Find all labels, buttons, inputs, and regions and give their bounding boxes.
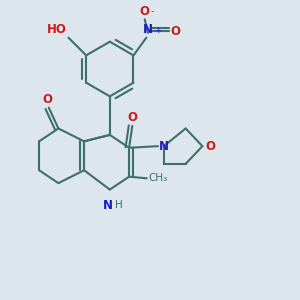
Text: O: O: [205, 140, 215, 153]
Text: -: -: [151, 7, 154, 16]
Text: O: O: [140, 5, 150, 18]
Text: N: N: [143, 23, 153, 36]
Text: HO: HO: [47, 23, 67, 36]
Text: CH₃: CH₃: [148, 173, 168, 183]
Text: H: H: [115, 200, 122, 210]
Text: O: O: [127, 111, 137, 124]
Text: +: +: [154, 26, 161, 35]
Text: N: N: [159, 140, 169, 153]
Text: N: N: [103, 199, 113, 212]
Text: O: O: [43, 93, 52, 106]
Text: O: O: [170, 25, 180, 38]
